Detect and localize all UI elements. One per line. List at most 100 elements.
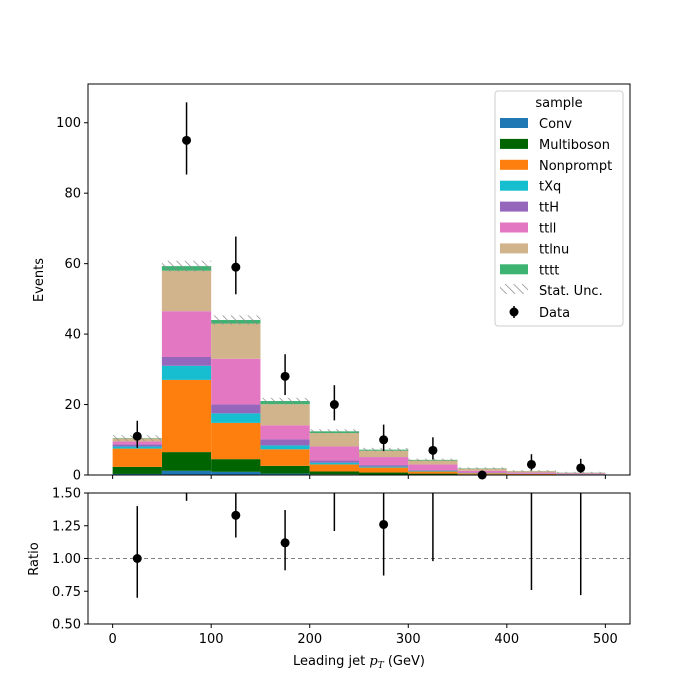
legend-label-ttlnu: ttlnu — [539, 242, 569, 257]
bar-multiboson-bin-5 — [359, 472, 409, 475]
main-axes-frame — [87, 83, 631, 476]
bar-txq-bin-6 — [408, 470, 458, 472]
bar-nonprompt-bin-3 — [260, 449, 310, 466]
bar-tth-bin-3 — [260, 439, 310, 446]
bar-ttlnu-bin-3 — [260, 404, 310, 426]
legend-swatch-conv — [500, 118, 528, 128]
data-point-4 — [329, 400, 339, 410]
bar-conv-bin-1 — [161, 470, 212, 475]
ratio-point-2 — [231, 510, 241, 520]
legend-label-tth: ttH — [539, 201, 559, 216]
legend-label-multiboson: Multiboson — [539, 138, 610, 153]
bar-ttll-bin-9 — [556, 473, 606, 475]
legend-label-conv: Conv — [539, 117, 572, 132]
bar-multiboson-bin-2 — [211, 459, 261, 472]
ratio-point-0 — [132, 554, 142, 563]
bar-tth-bin-2 — [211, 404, 261, 414]
bar-ttll-bin-3 — [260, 425, 310, 440]
ratio-point-6 — [428, 481, 437, 490]
legend-title: sample — [535, 96, 582, 111]
legend-swatch-stat-unc — [500, 284, 528, 294]
bar-ttll-bin-5 — [359, 457, 409, 466]
bar-tth-bin-1 — [161, 356, 212, 366]
ratio-x-tick-label-1: 100 — [199, 632, 224, 647]
bar-txq-bin-3 — [260, 445, 310, 450]
data-points — [132, 102, 586, 480]
ratio-point-8 — [576, 475, 585, 484]
bar-nonprompt-bin-0 — [112, 448, 162, 467]
ratio-y-tick-label-1: 0.75 — [52, 585, 81, 600]
ratio-axes-frame — [87, 492, 631, 625]
bar-ttll-bin-1 — [161, 311, 212, 357]
bar-ttll-bin-8 — [506, 472, 557, 474]
legend-swatch-tttt — [500, 264, 528, 275]
bar-ttll-bin-2 — [211, 358, 261, 405]
ratio-x-tick-label-4: 400 — [494, 632, 519, 647]
bar-conv-bin-2 — [211, 471, 261, 475]
legend-swatch-multiboson — [500, 138, 528, 149]
bar-nonprompt-bin-5 — [359, 467, 409, 473]
main-y-axis-label: Events — [32, 258, 47, 302]
bar-multiboson-bin-4 — [309, 471, 359, 475]
bar-nonprompt-bin-6 — [408, 471, 458, 474]
ratio-x-ticks: 0 100 200 300 400 500 — [108, 624, 618, 647]
legend: sample Conv Multiboson Nonprompt tXq ttH ttll… — [494, 90, 624, 327]
data-point-1 — [182, 135, 192, 145]
data-point-8 — [526, 459, 536, 469]
ratio-y-axis-label: Ratio — [27, 542, 42, 575]
legend-label-tttt: tttt — [539, 263, 559, 278]
bar-tth-bin-4 — [309, 460, 359, 463]
legend-label-ttll: ttll — [539, 222, 556, 237]
data-point-3 — [280, 371, 290, 381]
bar-nonprompt-bin-2 — [211, 422, 261, 460]
legend-label-txq: tXq — [539, 180, 561, 195]
ratio-point-4 — [330, 482, 339, 491]
ratio-y-ticks: 0.50 0.75 1.00 1.25 1.50 — [52, 487, 88, 633]
legend-swatch-ttll — [500, 222, 528, 233]
main-y-tick-label-3: 60 — [64, 257, 81, 272]
legend-data-marker — [509, 307, 519, 317]
ratio-x-tick-label-3: 300 — [396, 632, 421, 647]
legend-label-data: Data — [539, 306, 570, 321]
stat-unc-bin-1 — [161, 260, 212, 272]
bar-ttlnu-bin-7 — [457, 468, 507, 471]
data-point-0 — [132, 431, 142, 441]
bar-multiboson-bin-1 — [161, 452, 212, 471]
ratio-point-3 — [280, 538, 290, 548]
bar-tth-bin-6 — [408, 470, 458, 471]
bar-ttll-bin-4 — [309, 446, 359, 461]
ratio-point-7 — [527, 475, 536, 484]
stacked-histogram — [112, 266, 606, 475]
main-y-tick-label-2: 40 — [64, 328, 81, 343]
ratio-y-tick-label-0: 0.50 — [52, 618, 81, 633]
bar-ttll-bin-6 — [408, 464, 458, 471]
bar-conv-bin-0 — [112, 473, 162, 475]
bar-txq-bin-2 — [211, 413, 261, 423]
legend-swatch-tth — [500, 201, 528, 212]
ratio-point-1 — [182, 479, 191, 488]
main-panel: 0 20 40 60 80 100 Events sample Conv Multiboso… — [32, 83, 631, 484]
bar-multiboson-bin-0 — [112, 466, 162, 474]
ratio-y-tick-label-4: 1.50 — [52, 487, 81, 502]
ratio-y-tick-label-3: 1.25 — [52, 519, 81, 534]
bar-ttlnu-bin-5 — [359, 450, 409, 458]
stat-unc-bin-2 — [211, 315, 261, 325]
bar-ttlnu-bin-4 — [309, 433, 359, 447]
stat-unc-bin-4 — [309, 429, 359, 434]
ratio-x-tick-label-5: 500 — [593, 632, 618, 647]
legend-swatch-ttlnu — [500, 243, 528, 254]
legend-label-stat-unc: Stat. Unc. — [539, 284, 603, 299]
data-point-2 — [231, 262, 241, 272]
legend-entries: Conv Multiboson Nonprompt tXq ttH ttll ttlnu tt… — [500, 117, 612, 278]
bar-ttlnu-bin-6 — [408, 460, 458, 465]
data-point-6 — [428, 445, 438, 455]
main-y-tick-label-5: 100 — [56, 116, 81, 131]
main-y-tick-label-0: 0 — [73, 469, 81, 484]
legend-swatch-txq — [500, 180, 528, 191]
x-axis-label: Leading jet pT (GeV) — [293, 654, 425, 671]
bar-nonprompt-bin-8 — [506, 473, 557, 475]
ratio-points — [132, 475, 585, 598]
legend-label-nonprompt: Nonprompt — [539, 159, 612, 174]
bar-nonprompt-bin-4 — [309, 464, 359, 472]
